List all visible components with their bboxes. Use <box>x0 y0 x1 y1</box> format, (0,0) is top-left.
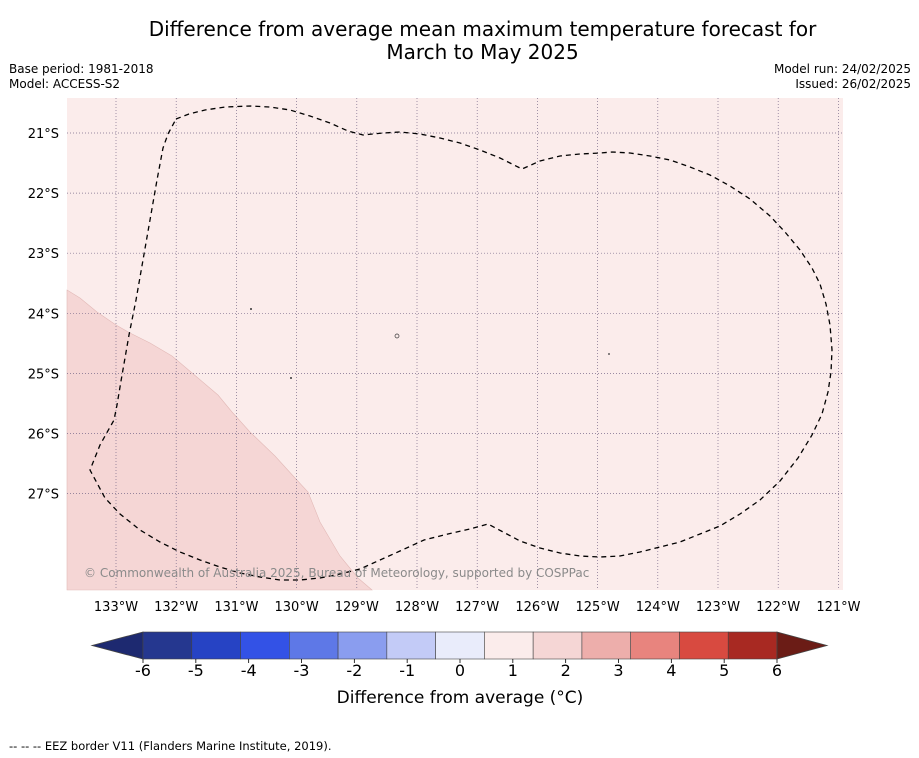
colorbar-swatch <box>630 631 680 660</box>
colorbar-tick-label: -3 <box>294 661 310 680</box>
colorbar-swatch <box>337 631 388 660</box>
colorbar-tick-label: -6 <box>135 661 151 680</box>
title-line-1: Difference from average mean maximum tem… <box>148 17 817 41</box>
colorbar-tick-label: 6 <box>772 661 782 680</box>
colorbar-tick-label: -4 <box>241 661 257 680</box>
lat-label: 26°S <box>28 428 59 443</box>
lon-label: 122°W <box>756 600 800 615</box>
lon-label: 125°W <box>576 600 620 615</box>
lat-label: 25°S <box>28 367 59 382</box>
colorbar-extend-high <box>776 631 829 660</box>
lat-label: 21°S <box>28 127 59 142</box>
colorbar-swatch <box>679 631 729 660</box>
lon-label: 121°W <box>816 600 860 615</box>
colorbar-swatch <box>386 631 436 660</box>
colorbar-swatch <box>240 631 290 660</box>
title-line-2: March to May 2025 <box>386 40 579 64</box>
colorbar-label: Difference from average (°C) <box>336 688 584 708</box>
model-run-text: Model run: 24/02/2025 <box>773 62 911 76</box>
meta-left: Base period: 1981-2018 Model: ACCESS-S2 <box>9 62 154 92</box>
island-marker <box>394 333 400 339</box>
copyright-text: © Commonwealth of Australia 2025, Bureau… <box>84 566 589 580</box>
lon-label: 133°W <box>94 600 138 615</box>
lon-label: 123°W <box>696 600 740 615</box>
colorbar-tick-label: 0 <box>455 661 465 680</box>
colorbar-tick-label: 5 <box>719 661 729 680</box>
colorbar-tick-label: 3 <box>613 661 623 680</box>
meta-right: Model run: 24/02/2025 Issued: 26/02/2025 <box>774 62 911 92</box>
chart-title: Difference from average mean maximum tem… <box>0 18 919 64</box>
lon-label: 129°W <box>335 600 379 615</box>
colorbar-swatch <box>289 631 339 660</box>
issued-text: Issued: 26/02/2025 <box>795 77 911 91</box>
colorbar-swatch <box>484 631 534 660</box>
lat-label: 22°S <box>28 187 59 202</box>
colorbar-swatch <box>581 631 631 660</box>
lat-label: 27°S <box>28 488 59 503</box>
colorbar-extend-low <box>90 631 144 660</box>
lon-label: 132°W <box>154 600 198 615</box>
island-marker <box>250 308 252 310</box>
lon-label: 127°W <box>455 600 499 615</box>
colorbar-tick-label: -5 <box>188 661 204 680</box>
lat-label: 23°S <box>28 247 59 262</box>
lon-label: 130°W <box>275 600 319 615</box>
base-period-text: Base period: 1981-2018 <box>9 62 154 76</box>
colorbar-tick-label: 4 <box>666 661 676 680</box>
lon-label: 124°W <box>636 600 680 615</box>
colorbar-swatch <box>532 631 583 660</box>
island-marker <box>290 377 292 379</box>
eez-border <box>89 105 833 581</box>
warm-region <box>66 289 373 591</box>
colorbar-swatch <box>142 631 193 660</box>
latitude-labels: 21°S 22°S 23°S 24°S 25°S 26°S 27°S <box>28 127 59 503</box>
island-markers <box>250 308 610 379</box>
colorbar-tick-label: 2 <box>561 661 571 680</box>
graticule <box>67 98 843 590</box>
island-marker <box>608 353 610 355</box>
colorbar: -6 -5 -4 -3 -2 -1 0 1 2 3 4 5 6 <box>90 631 829 680</box>
colorbar-tick-label: -2 <box>346 661 362 680</box>
model-text: Model: ACCESS-S2 <box>9 77 121 91</box>
lon-label: 126°W <box>515 600 559 615</box>
lon-label: 131°W <box>214 600 258 615</box>
colorbar-swatch <box>727 631 778 660</box>
longitude-labels: 133°W 132°W 131°W 130°W 129°W 128°W 127°W 126°W… <box>94 600 861 615</box>
colorbar-swatch <box>435 631 485 660</box>
eez-footnote: -- -- -- EEZ border V11 (Flanders Marine… <box>9 739 332 753</box>
colorbar-tick-label: 1 <box>508 661 518 680</box>
lon-label: 128°W <box>395 600 439 615</box>
colorbar-tick-label: -1 <box>399 661 415 680</box>
lat-label: 24°S <box>28 307 59 322</box>
colorbar-swatch <box>191 631 241 660</box>
